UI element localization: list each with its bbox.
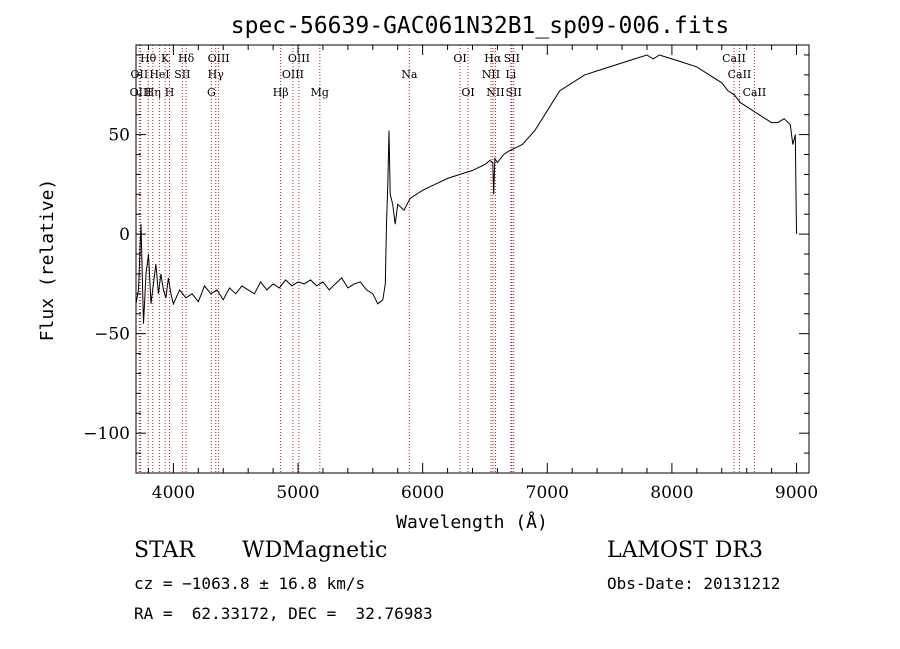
coordinates: RA = 62.33172, DEC = 32.76983 [134,604,433,623]
marker-label: OIII [130,86,152,99]
object-subclass: WDMagnetic [242,538,388,563]
y-tick-label: −50 [94,325,130,345]
marker-label: SII [174,68,190,81]
marker-label: OIII [288,52,310,65]
emission-line-markers [138,45,755,473]
marker-label: HeI [149,68,169,81]
x-tick-label: 5000 [276,483,319,503]
y-tick-label: 50 [108,126,130,146]
x-tick-label: 7000 [526,483,569,503]
marker-label: G [207,86,216,99]
marker-label: H [165,86,175,99]
y-axis-label: Flux (relative) [37,179,58,342]
marker-label: NII [482,68,500,81]
marker-label: OI [461,86,474,99]
marker-label: Hα [484,52,502,65]
y-tick-label: 0 [119,225,130,245]
x-tick-label: 6000 [401,483,444,503]
x-axis-label: Wavelength (Å) [396,511,548,533]
survey-name: LAMOST DR3 [607,538,763,563]
marker-label: CaII [743,86,767,99]
marker-label: OI [453,52,466,65]
marker-label: SII [504,52,520,65]
marker-label: NII [486,86,504,99]
marker-label: OIII [208,52,230,65]
marker-label: CaII [722,52,746,65]
object-class: STAR [134,538,195,563]
redshift-readout: cz = −1063.8 ± 16.8 km/s [134,574,366,593]
marker-label: CaII [728,68,752,81]
marker-label: Hγ [208,68,225,81]
marker-label: Li [505,68,516,81]
marker-label: Mg [311,86,329,99]
x-tick-label: 9000 [775,483,818,503]
marker-label: Hβ [273,86,289,99]
spectrum-line [135,54,797,324]
chart-title: spec-56639-GAC061N32B1_sp09-006.fits [231,13,730,39]
marker-label: Hδ [178,52,195,65]
y-axis-ticks: −100 −50 0 50 [83,54,809,454]
y-tick-label: −100 [83,424,130,444]
marker-label: SII [506,86,522,99]
marker-label: K [161,52,170,65]
plot-frame [135,44,810,474]
x-tick-label: 4000 [152,483,195,503]
marker-label: Hθ [140,52,157,65]
obs-date: Obs-Date: 20131212 [607,574,781,593]
x-tick-label: 8000 [650,483,693,503]
marker-label: Hη [145,86,161,99]
marker-label: OIII [282,68,304,81]
marker-label: Na [401,68,418,81]
x-axis-ticks: 4000 5000 6000 7000 8000 9000 [147,45,818,503]
